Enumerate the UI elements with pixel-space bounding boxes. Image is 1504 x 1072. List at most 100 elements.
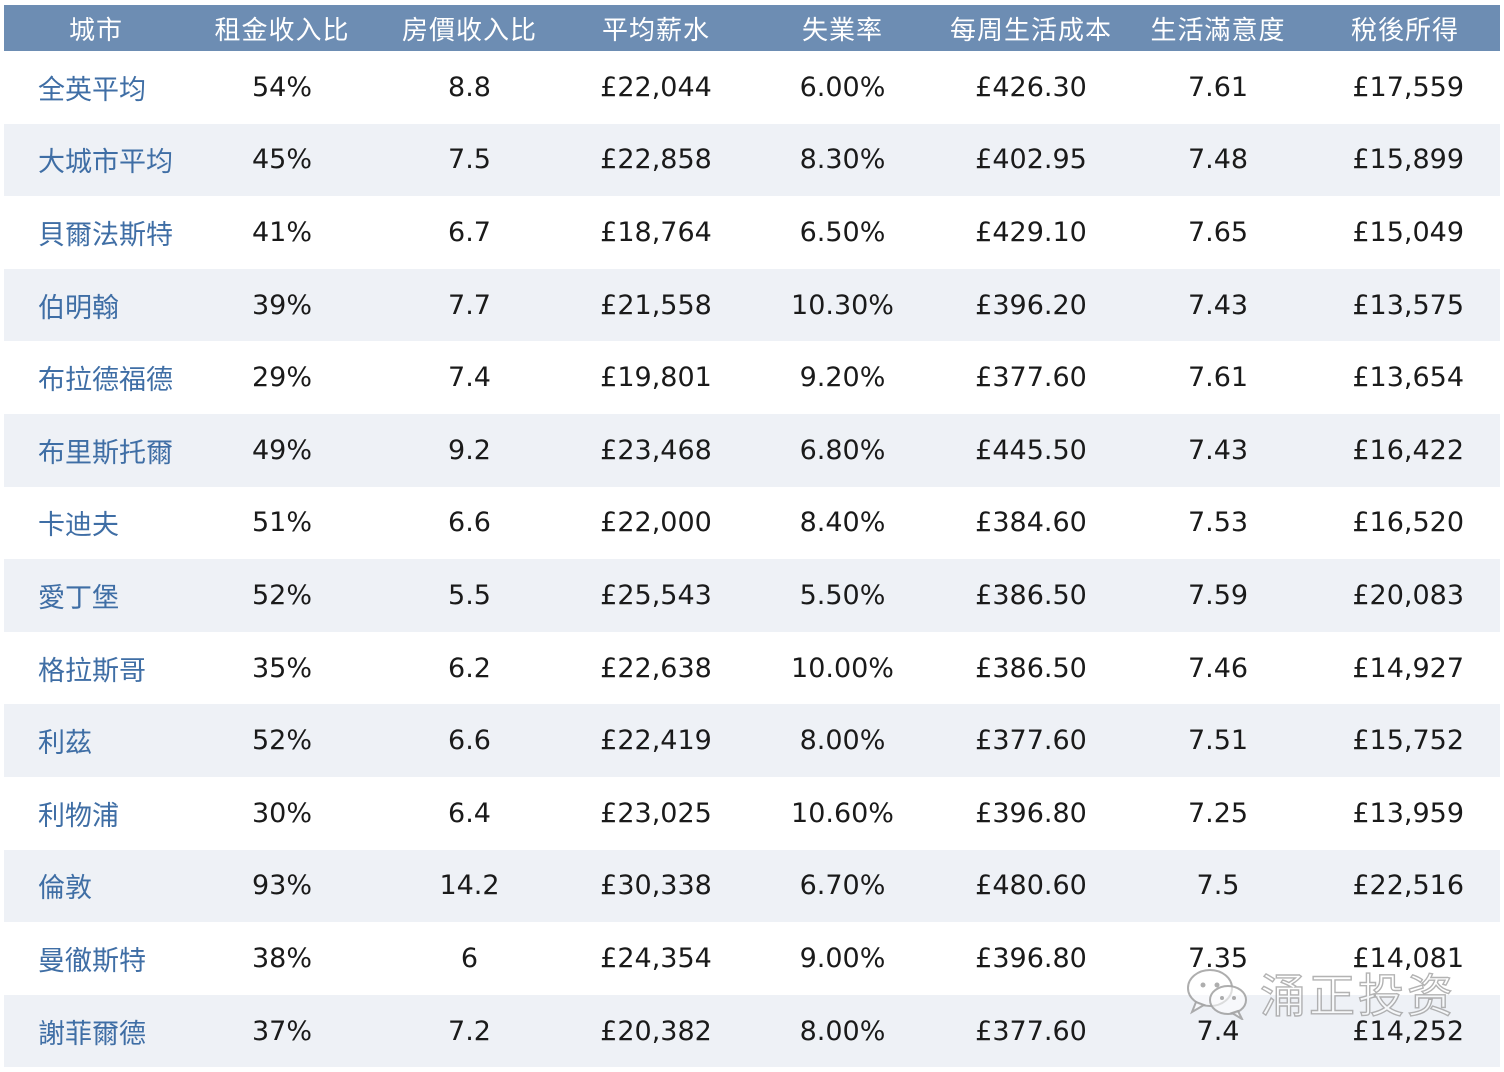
rent-income-ratio-cell: 93% [251,870,312,902]
header-house-price-income-ratio: 房價收入比 [401,15,537,46]
average-salary-cell: £24,354 [600,942,712,974]
average-salary-cell: £22,858 [600,144,712,176]
life-satisfaction-cell: 7.61 [1187,362,1249,394]
average-salary-cell: £19,801 [600,362,712,394]
house-price-income-ratio-cell: 9.2 [448,434,491,466]
table-row: 布拉德福德 29% 7.4 £19,801 9.20% £377.60 7.61 £13,65… [4,341,1500,414]
data-table-container: 城市 租金收入比 房價收入比 平均薪水 失業率 每周生活成本 生活滿意度 稅後所得 全英平均 5… [4,5,1500,1068]
table-row: 愛丁堡 52% 5.5 £25,543 5.50% £386.50 7.59 £20,083 [4,559,1500,632]
average-salary-cell: £20,382 [600,1015,712,1047]
life-satisfaction-cell: 7.4 [1196,1015,1240,1047]
table-row: 倫敦 93% 14.2 £30,338 6.70% £480.60 7.5 £22,516 [4,849,1500,923]
table-row: 伯明翰 39% 7.7 £21,558 10.30% £396.20 7.43 £13,575 [4,268,1500,342]
city-comparison-table: 城市 租金收入比 房價收入比 平均薪水 失業率 每周生活成本 生活滿意度 稅後所得 全英平均 5… [4,5,1500,1068]
life-satisfaction-cell: 7.53 [1187,507,1249,539]
weekly-living-cost-cell: £445.50 [975,434,1087,466]
average-salary-cell: £21,558 [600,289,712,321]
city-cell: 利茲 [38,728,92,760]
header-average-salary: 平均薪水 [601,15,710,46]
unemployment-rate-cell: 5.50% [799,579,886,611]
average-salary-cell: £22,000 [600,507,712,539]
after-tax-income-cell: £15,752 [1352,725,1464,757]
unemployment-rate-cell: 6.00% [799,71,886,103]
average-salary-cell: £22,044 [600,71,712,103]
life-satisfaction-cell: 7.51 [1187,725,1249,757]
unemployment-rate-cell: 10.00% [791,652,894,684]
life-satisfaction-cell: 7.46 [1187,652,1249,684]
city-cell: 全英平均 [38,74,146,106]
average-salary-cell: £23,468 [600,434,712,466]
after-tax-income-cell: £22,516 [1352,870,1464,902]
after-tax-income-cell: £16,520 [1352,507,1464,539]
average-salary-cell: £23,025 [600,797,712,829]
average-salary-cell: £25,543 [600,579,712,611]
rent-income-ratio-cell: 38% [251,942,312,974]
rent-income-ratio-cell: 49% [251,434,312,466]
life-satisfaction-cell: 7.43 [1187,434,1249,466]
unemployment-rate-cell: 10.30% [791,289,894,321]
city-cell: 卡迪夫 [38,510,119,542]
after-tax-income-cell: £20,083 [1352,579,1464,611]
table-row: 利物浦 30% 6.4 £23,025 10.60% £396.80 7.25 £13,959 [4,776,1500,850]
table-row: 謝菲爾德 37% 7.2 £20,382 8.00% £377.60 7.4 £14,252 [4,994,1500,1068]
rent-income-ratio-cell: 52% [251,579,312,611]
table-row: 曼徹斯特 38% 6 £24,354 9.00% £396.80 7.35 £14,081 [4,922,1500,995]
rent-income-ratio-cell: 29% [251,362,312,394]
city-cell: 愛丁堡 [38,582,119,614]
rent-income-ratio-cell: 41% [251,216,312,248]
city-cell: 布拉德福德 [38,365,173,397]
house-price-income-ratio-cell: 7.4 [448,362,491,394]
unemployment-rate-cell: 6.50% [799,216,886,248]
city-cell: 大城市平均 [38,147,173,179]
city-cell: 伯明翰 [38,292,119,324]
city-cell: 謝菲爾德 [38,1018,146,1050]
table-row: 大城市平均 45% 7.5 £22,858 8.30% £402.95 7.48 £15,89… [4,123,1500,197]
rent-income-ratio-cell: 45% [251,144,312,176]
unemployment-rate-cell: 8.30% [799,144,886,176]
header-weekly-living-cost: 每周生活成本 [949,15,1112,46]
unemployment-rate-cell: 8.00% [799,725,886,757]
average-salary-cell: £18,764 [600,216,712,248]
house-price-income-ratio-cell: 6.6 [448,507,491,539]
rent-income-ratio-cell: 52% [251,725,312,757]
city-cell: 利物浦 [38,800,119,832]
rent-income-ratio-cell: 51% [251,507,312,539]
weekly-living-cost-cell: £377.60 [975,362,1087,394]
house-price-income-ratio-cell: 5.5 [448,579,491,611]
house-price-income-ratio-cell: 14.2 [439,870,500,902]
life-satisfaction-cell: 7.48 [1187,144,1249,176]
weekly-living-cost-cell: £377.60 [975,1015,1087,1047]
house-price-income-ratio-cell: 6.4 [448,797,491,829]
after-tax-income-cell: £13,959 [1352,797,1464,829]
weekly-living-cost-cell: £396.80 [975,797,1087,829]
table-row: 全英平均 54% 8.8 £22,044 6.00% £426.30 7.61 £17,559 [4,51,1500,124]
weekly-living-cost-cell: £396.80 [975,942,1087,974]
house-price-income-ratio-cell: 6.6 [448,725,491,757]
city-cell: 布里斯托爾 [38,437,173,469]
table-row: 卡迪夫 51% 6.6 £22,000 8.40% £384.60 7.53 £16,520 [4,486,1500,560]
life-satisfaction-cell: 7.35 [1187,942,1249,974]
life-satisfaction-cell: 7.25 [1187,797,1249,829]
unemployment-rate-cell: 8.40% [799,507,886,539]
life-satisfaction-cell: 7.59 [1187,579,1249,611]
city-cell: 貝爾法斯特 [38,219,173,251]
table-body: 全英平均 54% 8.8 £22,044 6.00% £426.30 7.61 £17,559… [4,51,1500,1068]
unemployment-rate-cell: 6.70% [799,870,886,902]
after-tax-income-cell: £13,575 [1352,289,1464,321]
house-price-income-ratio-cell: 7.7 [448,289,491,321]
house-price-income-ratio-cell: 8.8 [448,71,491,103]
life-satisfaction-cell: 7.43 [1187,289,1249,321]
weekly-living-cost-cell: £429.10 [975,216,1087,248]
city-cell: 曼徹斯特 [38,945,146,977]
table-header-row: 城市 租金收入比 房價收入比 平均薪水 失業率 每周生活成本 生活滿意度 稅後所得 [4,5,1500,51]
house-price-income-ratio-cell: 6.7 [448,216,491,248]
average-salary-cell: £22,638 [600,652,712,684]
after-tax-income-cell: £14,081 [1352,942,1464,974]
rent-income-ratio-cell: 37% [251,1015,312,1047]
average-salary-cell: £22,419 [600,725,712,757]
after-tax-income-cell: £15,899 [1352,144,1464,176]
house-price-income-ratio-cell: 7.2 [448,1015,491,1047]
header-city: 城市 [68,15,123,46]
header-life-satisfaction: 生活滿意度 [1150,15,1286,46]
unemployment-rate-cell: 8.00% [799,1015,886,1047]
